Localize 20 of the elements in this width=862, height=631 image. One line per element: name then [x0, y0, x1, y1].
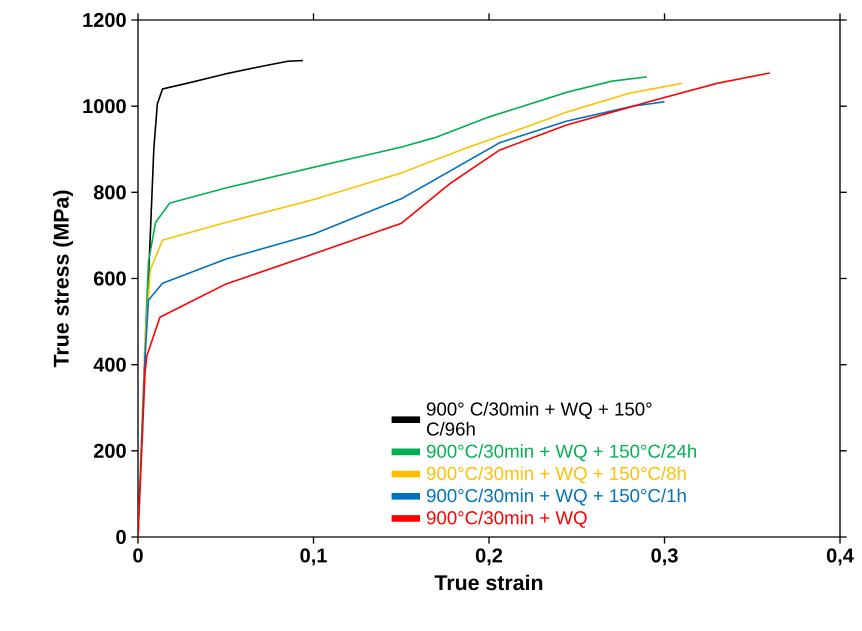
x-tick-label: 0,3 [651, 548, 678, 566]
y-tick-label: 400 [94, 358, 126, 372]
y-tick-label: 200 [94, 444, 126, 458]
y-tick-label: 1200 [83, 12, 126, 28]
legend-label: 900°C/30min + WQ + 150°C/24h [426, 444, 696, 462]
legend-label: 900°C/30min + WQ [426, 510, 587, 528]
x-axis-title: True strain [434, 574, 542, 590]
legend-label: 900°C/30min + WQ + 150°C/1h [426, 488, 686, 506]
y-tick-label: 600 [94, 271, 126, 286]
legend-label: 900°C/30min + WQ + 150°C/8h [426, 466, 686, 484]
line-series [138, 72, 771, 537]
y-tick-label: 0 [116, 530, 126, 544]
x-tick-label: 0,1 [300, 548, 327, 566]
y-axis-title: True stress (MPa) [53, 190, 73, 368]
x-tick-label: 0,2 [476, 548, 502, 566]
x-tick-label: 0 [133, 548, 143, 563]
x-tick-label: 0,4 [826, 548, 854, 566]
legend-label: 900° C/30min + WQ + 150° C/96h [426, 402, 652, 436]
y-tick-label: 1000 [83, 99, 126, 114]
y-tick-label: 800 [94, 185, 126, 200]
